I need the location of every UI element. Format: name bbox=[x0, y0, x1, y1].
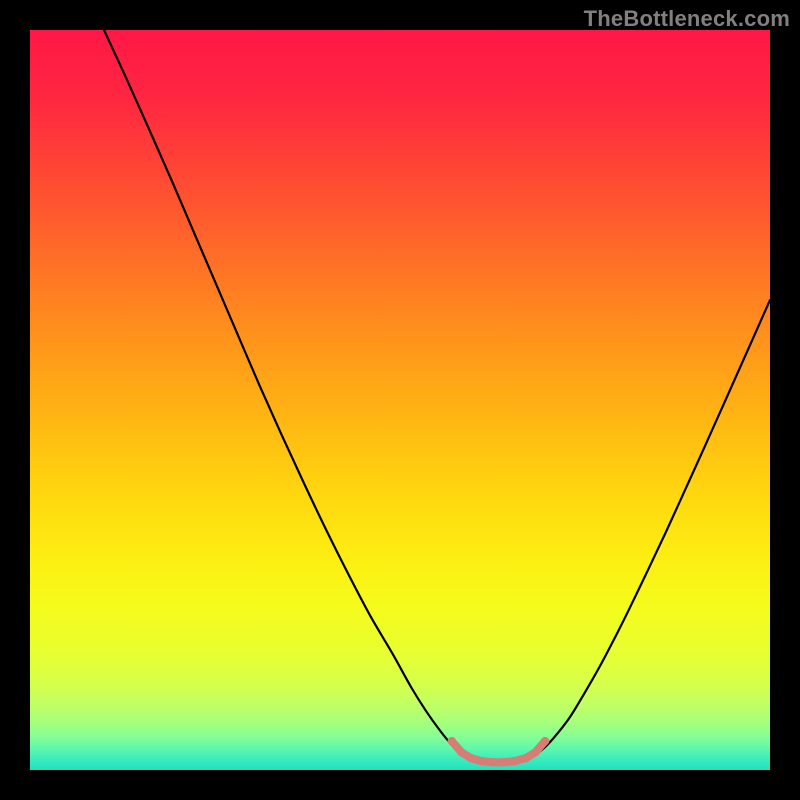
plot-background bbox=[30, 30, 770, 770]
bottleneck-chart-container: TheBottleneck.com bbox=[0, 0, 800, 800]
watermark-text: TheBottleneck.com bbox=[584, 6, 790, 32]
bottleneck-chart-svg bbox=[0, 0, 800, 800]
